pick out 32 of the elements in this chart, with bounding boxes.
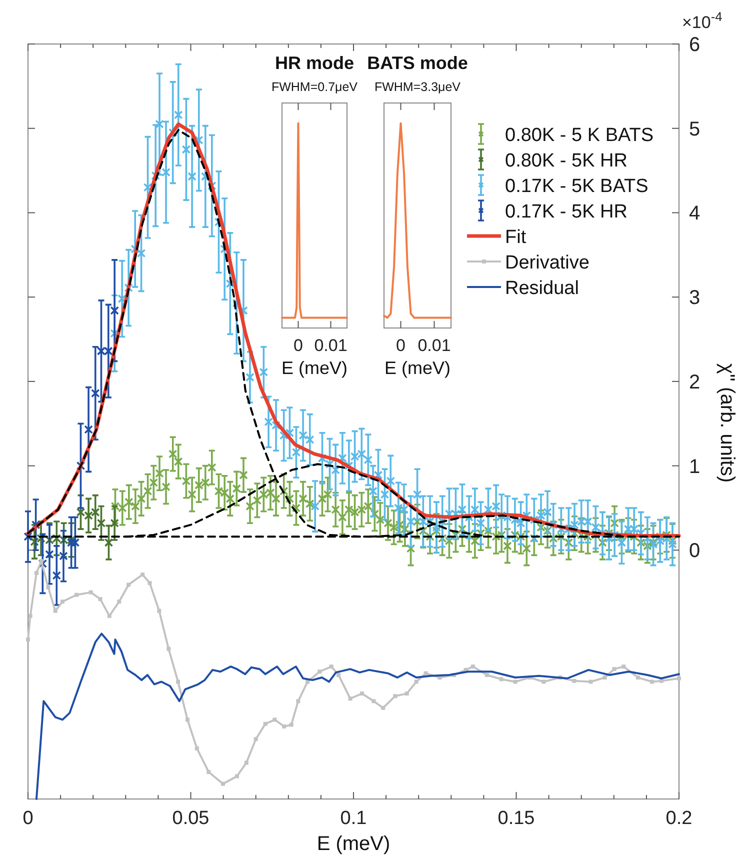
x-tick-label: 0 [294,336,303,355]
y-tick-label: 4 [689,202,700,225]
x-tick-label: 0 [22,808,34,829]
x-tick-label: 0.2 [666,808,692,829]
legend-label: 0.80K - 5 K BATS [505,125,654,146]
x-axis-title: E (meV) [281,358,348,378]
legend-label: Derivative [505,252,590,274]
legend-label: 0.17K - 5K HR [505,202,628,222]
x-tick-label: 0.15 [498,808,535,829]
y-tick-label: 2 [689,371,700,394]
x-axis-title: E (meV) [316,833,390,855]
chart-title: HR mode [274,53,354,73]
chart-subtitle: FWHM=0.7μeV [271,80,358,94]
legend-label: Fit [505,227,527,248]
y-axis-title: χ'' (arb. units) [716,363,738,483]
x-axis-title: E (meV) [384,358,451,378]
y-tick-label: 6 [689,34,700,56]
x-tick-label: 0.01 [314,336,348,355]
text: ×10$^{-4}$ [682,8,722,32]
x-tick-label: 0.05 [172,808,210,829]
y-tick-label: 0 [689,540,700,562]
legend-label: Residual [505,278,579,299]
y-tick-label: 1 [689,456,700,478]
chart-title: BATS mode [367,53,468,73]
x-tick-label: 0 [396,336,406,355]
legend-label: 0.80K - 5K HR [505,150,628,172]
x-tick-label: 0.01 [418,336,451,355]
x-tick-label: 0.1 [340,808,367,829]
y-tick-label: 3 [689,287,700,310]
legend-label: 0.17K - 5K BATS [505,176,648,197]
chart-subtitle: FWHM=3.3μeV [374,80,462,94]
y-tick-label: 5 [689,118,700,140]
